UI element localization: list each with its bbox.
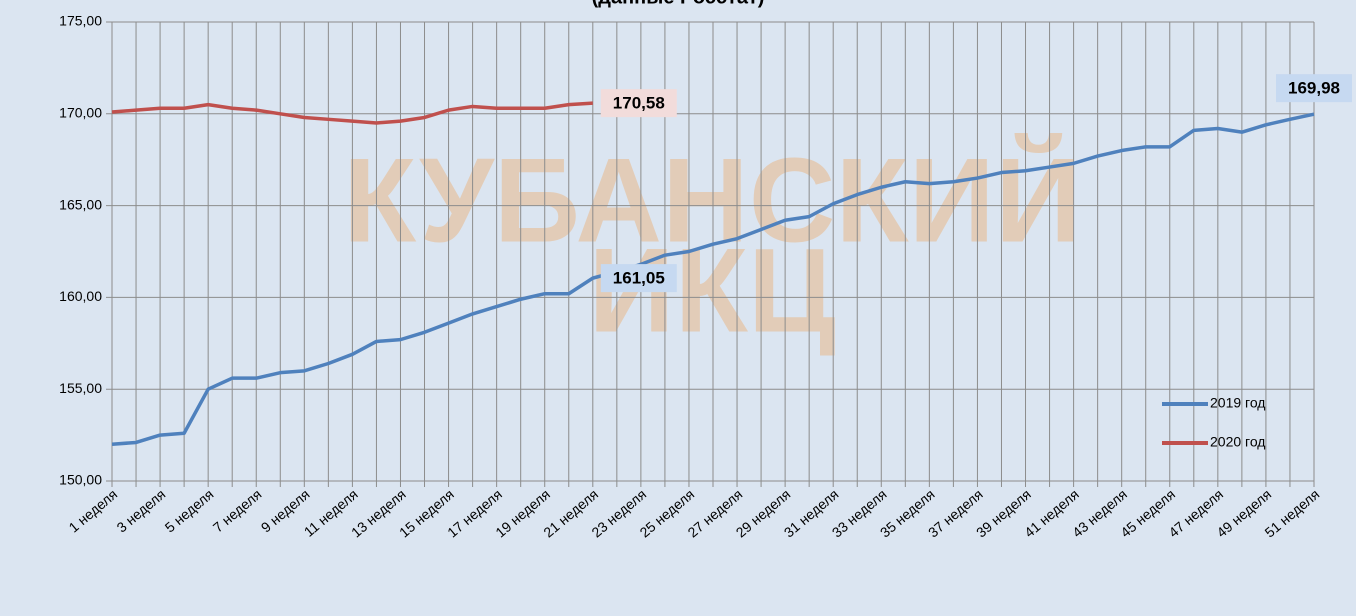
data-label-box <box>600 89 677 118</box>
y-tick-label: 160,00 <box>59 288 102 304</box>
y-tick-label: 155,00 <box>59 380 102 396</box>
data-label-box <box>1276 74 1352 103</box>
data-label: 169,98 <box>1288 79 1340 98</box>
legend-label: 2020 год <box>1210 434 1265 450</box>
data-label: 161,05 <box>613 269 665 288</box>
series-line <box>111 101 593 125</box>
data-label: 170,58 <box>613 94 665 113</box>
y-tick-label: 165,00 <box>59 196 102 212</box>
series-line <box>111 112 1315 447</box>
legend-label: 2019 год <box>1210 395 1265 411</box>
chart-title: (данные Росстат) <box>592 0 765 8</box>
y-tick-label: 170,00 <box>59 105 102 121</box>
y-tick-label: 175,00 <box>59 13 102 29</box>
y-tick-label: 150,00 <box>59 472 102 488</box>
data-label-box <box>600 264 677 293</box>
